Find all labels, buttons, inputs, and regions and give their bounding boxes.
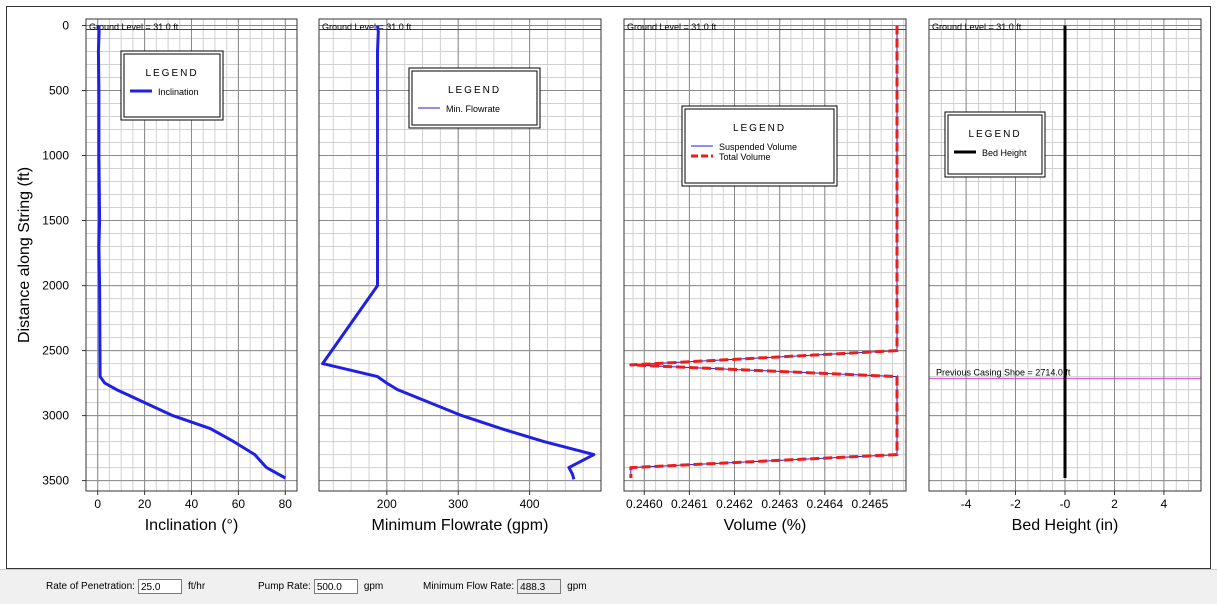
series-line-total-volume bbox=[629, 25, 899, 478]
legend-outer-border bbox=[120, 50, 224, 121]
rop-unit: ft/hr bbox=[187, 581, 206, 592]
minflow-control: Minimum Flow Rate: 488.3 gpm bbox=[423, 579, 587, 594]
legend-inner-border bbox=[684, 108, 835, 184]
pump-label: Pump Rate: bbox=[258, 581, 311, 592]
y-axis-label: Distance along String (ft) bbox=[16, 167, 33, 343]
ground-level-label: Ground Level = 31.0 ft bbox=[89, 22, 179, 32]
ground-level-label: Ground Level = 31.0 ft bbox=[627, 22, 717, 32]
grid-lines bbox=[624, 19, 906, 491]
parameter-bar: Rate of Penetration: 25.0 ft/hr Pump Rat… bbox=[0, 569, 1217, 604]
x-axis-label: Volume (%) bbox=[724, 517, 807, 534]
chart-panel-3: Ground Level = 31.0 ft 0.2460 0.2461 0.2462… bbox=[623, 18, 907, 534]
x-tick-label: 40 bbox=[185, 497, 199, 511]
legend-inner-border bbox=[411, 70, 538, 126]
series-line-inclination bbox=[96, 25, 287, 480]
x-axis-label: Inclination (°) bbox=[145, 517, 239, 534]
legend-inner-border bbox=[123, 53, 221, 118]
legend-inner-border bbox=[947, 114, 1043, 175]
plot-border bbox=[623, 18, 907, 492]
legend-outer-border bbox=[944, 111, 1046, 178]
x-tick-label: -4 bbox=[961, 497, 972, 511]
y-tick-label: 1500 bbox=[42, 214, 69, 228]
legend-box: LEGEND Min. Flowrate bbox=[408, 67, 541, 129]
x-tick-label: 4 bbox=[1161, 497, 1168, 511]
legend-title: LEGEND bbox=[448, 85, 501, 96]
legend-title: LEGEND bbox=[968, 129, 1021, 140]
legend-entry-label: Total Volume bbox=[719, 152, 771, 162]
y-tick-label: 0 bbox=[62, 19, 69, 33]
y-tick-label: 1000 bbox=[42, 149, 69, 163]
chart-panel-4: Ground Level = 31.0 ft Previous Casing Sh… bbox=[928, 18, 1202, 534]
legend-entry-label: Bed Height bbox=[982, 148, 1027, 158]
legend-title: LEGEND bbox=[145, 68, 198, 79]
x-tick-label: -0 bbox=[1060, 497, 1071, 511]
minflow-label: Minimum Flow Rate: bbox=[423, 581, 515, 592]
legend-box: LEGEND Inclination bbox=[120, 50, 224, 121]
ground-level-label: Ground Level = 31.0 ft bbox=[932, 22, 1022, 32]
chart-panel-1: Ground Level = 31.0 ft 0 20 40 60 80 Inclinati… bbox=[16, 18, 298, 534]
y-tick-label: 2000 bbox=[42, 279, 69, 293]
pump-control: Pump Rate: 500.0 gpm bbox=[258, 579, 383, 594]
plot-border bbox=[318, 18, 602, 492]
x-tick-label: 80 bbox=[279, 497, 293, 511]
x-tick-label: -2 bbox=[1010, 497, 1021, 511]
rop-control: Rate of Penetration: 25.0 ft/hr bbox=[46, 579, 205, 594]
x-tick-label: 2 bbox=[1111, 497, 1118, 511]
x-tick-label: 0 bbox=[94, 497, 101, 511]
x-tick-label: 0.2465 bbox=[852, 497, 889, 511]
y-tick-label: 2500 bbox=[42, 344, 69, 358]
legend-entry-label: Suspended Volume bbox=[719, 142, 797, 152]
pump-unit: gpm bbox=[363, 581, 384, 592]
x-tick-label: 0.2464 bbox=[806, 497, 843, 511]
x-tick-label: 0.2461 bbox=[671, 497, 708, 511]
legend-title: LEGEND bbox=[733, 123, 786, 134]
rop-label: Rate of Penetration: bbox=[46, 581, 135, 592]
rop-input[interactable]: 25.0 bbox=[137, 579, 182, 594]
x-tick-label: 60 bbox=[232, 497, 246, 511]
x-tick-label: 0.2463 bbox=[761, 497, 798, 511]
minflow-input: 488.3 bbox=[517, 579, 562, 594]
x-tick-label: 300 bbox=[448, 497, 468, 511]
y-tick-label: 3500 bbox=[42, 474, 69, 488]
x-tick-label: 0.2462 bbox=[716, 497, 753, 511]
y-tick-label: 500 bbox=[49, 84, 69, 98]
plot-area bbox=[624, 19, 906, 491]
legend-entry-label: Min. Flowrate bbox=[446, 104, 500, 114]
x-tick-label: 400 bbox=[520, 497, 540, 511]
x-tick-label: 200 bbox=[377, 497, 397, 511]
series-line-min-flowrate bbox=[321, 25, 596, 480]
legend-outer-border bbox=[408, 67, 541, 129]
x-axis-label: Bed Height (in) bbox=[1012, 517, 1119, 534]
chart-panel-2: Ground Level = 31.0 ft 200 300 400 Minimum F… bbox=[318, 18, 602, 534]
ground-level-label: Ground Level = 31.0 ft bbox=[322, 22, 412, 32]
minflow-unit: gpm bbox=[567, 581, 587, 592]
legend-box: LEGEND Bed Height bbox=[944, 111, 1046, 178]
legend-entry-label: Inclination bbox=[158, 87, 199, 97]
x-tick-label: 20 bbox=[138, 497, 152, 511]
y-tick-label: 3000 bbox=[42, 409, 69, 423]
plots-svg: Ground Level = 31.0 ft0 20 40 60 80Inclinati… bbox=[16, 18, 1202, 534]
x-axis-label: Minimum Flowrate (gpm) bbox=[372, 517, 549, 534]
casing-shoe-label: Previous Casing Shoe = 2714.0 ft bbox=[936, 367, 1071, 377]
pump-input[interactable]: 500.0 bbox=[313, 579, 358, 594]
x-tick-label: 0.2460 bbox=[626, 497, 663, 511]
